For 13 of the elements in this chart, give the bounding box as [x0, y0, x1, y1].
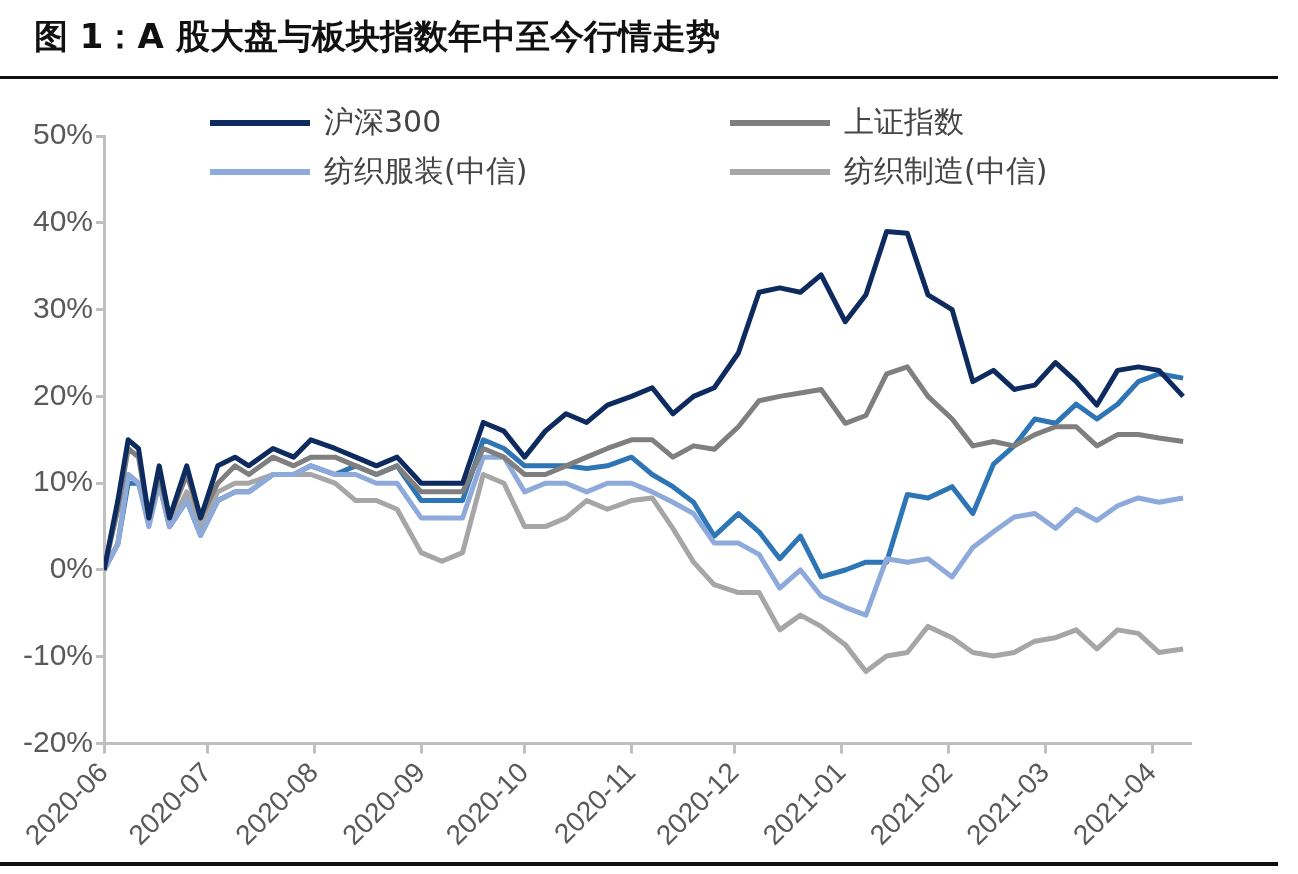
chart-title: 图 1：A 股大盘与板块指数年中至今行情走势 [34, 15, 720, 58]
y-tick-label: 30% [32, 290, 94, 324]
legend-label: 上证指数 [844, 103, 964, 141]
legend-label: 纺织制造(中信) [844, 152, 1048, 190]
y-tick-label: 20% [32, 377, 94, 411]
y-tick-label: 40% [32, 204, 94, 238]
y-tick-label: -20% [22, 724, 94, 758]
legend-label: 纺织服装(中信) [324, 152, 528, 190]
legend-label: 沪深300 [324, 103, 442, 141]
y-tick-label: 0% [49, 551, 94, 585]
y-tick-label: 50% [32, 117, 94, 151]
y-tick-label: -10% [22, 638, 94, 672]
y-tick-label: 10% [32, 464, 94, 498]
